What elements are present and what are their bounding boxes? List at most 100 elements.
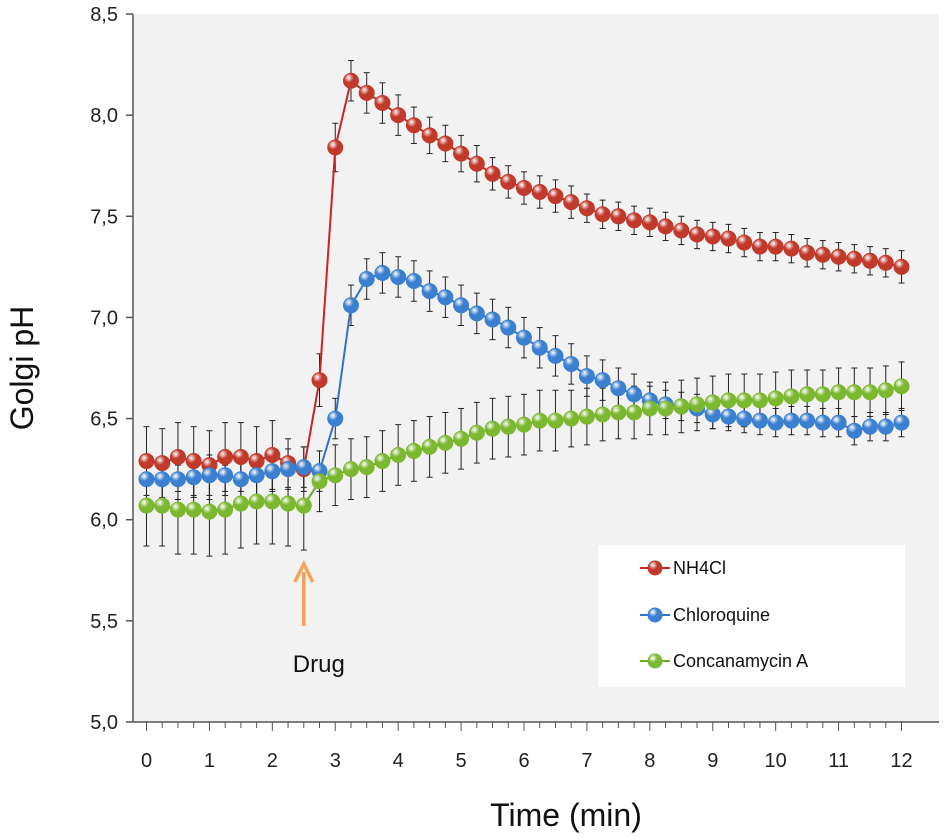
data-point [421,283,438,300]
x-tick-label: 11 [828,750,849,772]
data-point [217,449,234,466]
data-point [217,501,234,518]
data-point [264,463,281,480]
y-tick-label: 5,5 [90,611,118,633]
data-point [280,495,297,512]
data-point [342,72,359,89]
data-point [295,497,312,514]
data-point [547,412,564,429]
data-point [641,400,658,417]
data-point [610,380,627,397]
data-point [342,461,359,478]
data-point [374,453,391,470]
y-tick-label: 6,5 [90,409,118,431]
data-point [453,297,470,314]
data-point [185,453,202,470]
data-point [830,248,847,265]
data-point [531,184,548,201]
data-point [138,453,155,470]
data-point [248,453,265,470]
y-tick-label: 6,0 [90,510,118,532]
data-point [594,206,611,223]
data-point [563,194,580,211]
series-points [138,378,910,520]
data-point [877,254,894,271]
data-point [799,412,816,429]
data-point [877,382,894,399]
data-point [736,410,753,427]
data-point [453,430,470,447]
legend-marker [647,607,663,623]
data-point [437,135,454,152]
data-point [342,297,359,314]
data-point [578,408,595,425]
data-point [814,386,831,403]
data-point [846,250,863,267]
y-tick-label: 5,0 [90,712,118,734]
data-point [516,329,532,346]
legend-label: NH4Cl [673,558,726,578]
data-point [689,396,706,413]
data-point [531,339,548,356]
data-point [311,473,328,490]
data-point [390,107,407,124]
data-point [893,378,910,395]
data-point [736,392,753,409]
data-point [814,414,831,431]
data-point [578,368,595,385]
x-tick-label: 9 [707,750,718,772]
data-point [751,238,768,255]
data-point [437,289,454,306]
data-point [437,434,454,451]
data-point [783,412,800,429]
data-point [500,173,517,190]
drug-annotation-label: Drug [293,651,345,678]
data-point [232,449,249,466]
data-point [783,240,800,257]
data-point [862,252,879,269]
data-point [736,234,753,251]
data-point [185,501,202,518]
x-tick-label: 1 [204,750,215,772]
data-point [405,442,422,459]
data-point [138,471,155,488]
data-point [169,449,186,466]
data-point [641,214,658,231]
data-point [154,455,171,472]
data-point [799,244,816,261]
data-point [453,145,470,162]
data-point [311,372,328,389]
data-point [799,386,816,403]
series-points [138,264,910,488]
data-point [767,390,784,407]
data-point [516,416,532,433]
y-axis-title: Golgi pH [4,306,40,431]
data-point [673,398,690,415]
data-point [374,95,391,112]
data-point [862,418,879,435]
data-point [248,493,265,510]
series-points [138,72,910,478]
data-point [626,212,643,229]
data-point [327,139,344,156]
x-tick-label: 6 [518,750,529,772]
data-point [673,222,690,239]
data-point [893,414,910,431]
data-point [421,127,438,144]
data-point [893,258,910,275]
data-point [374,264,391,281]
data-point [500,319,517,336]
data-point [704,394,721,411]
x-tick-label: 0 [141,750,152,772]
data-point [783,388,800,405]
y-tick-label: 8,0 [90,105,118,127]
data-point [563,355,580,372]
data-point [767,414,784,431]
data-point [547,188,564,205]
x-axis-title: Time (min) [490,797,642,833]
x-tick-label: 5 [456,750,467,772]
data-point [185,469,202,486]
legend-marker [647,653,663,669]
x-tick-label: 3 [330,750,341,772]
